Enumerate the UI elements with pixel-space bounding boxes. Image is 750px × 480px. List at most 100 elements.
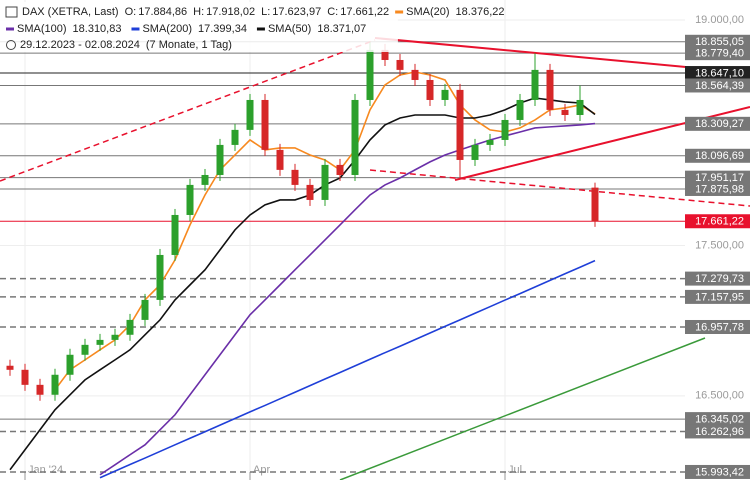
period: 29.12.2023 - 02.08.2024 [20,39,140,51]
candle-body [531,69,539,100]
level-label: 18.309,27 [695,118,744,130]
candle-body [456,89,464,160]
y-tick-label: 16.500,00 [695,390,744,402]
y-tick-label: 19.000,00 [695,14,744,26]
candle-body [126,319,134,335]
summary-name: C: [327,6,338,18]
level-label-box [685,464,750,479]
level-label-box [685,46,750,61]
candle-body [561,109,569,116]
y-tick-label: 17.500,00 [695,239,744,251]
level-label-box [685,319,750,334]
symbol-icon [5,6,18,18]
candle-body [516,99,524,120]
level-label-box [685,116,750,131]
sma-line [99,259,596,479]
level-label: 17.875,98 [695,183,744,195]
level-label: 18.564,39 [695,80,744,92]
grid: Jan '24 Apr Jul [0,0,685,480]
legend-name: SMA(100) [17,23,67,35]
candle-body [6,365,14,370]
legend-name: SMA(200) [142,23,192,35]
level-label: 16.345,02 [695,414,744,426]
level-label: 17.279,73 [695,273,744,285]
sma-line [54,71,596,391]
clock-icon [6,40,16,50]
candle-body [411,69,419,80]
level-label: 16.957,78 [695,321,744,333]
summary-value: 17.661,22 [340,6,389,18]
level-label: 18.855,05 [695,36,744,48]
candle-body [186,184,194,215]
level-label: 17.157,95 [695,291,744,303]
candle-body [351,99,359,175]
summary-value: 17.623,97 [272,6,321,18]
candle-body [336,164,344,175]
candle-body [261,99,269,150]
level-label: 15.993,42 [695,466,744,478]
candle-body [486,139,494,145]
candle-body [366,49,374,100]
candle-body [81,344,89,355]
candle-body [156,254,164,300]
legend-value: 17.399,34 [198,23,247,35]
legend-name: SMA(20) [406,6,449,18]
level-label-box [685,148,750,163]
level-label: 18.779,40 [695,48,744,60]
trend-line [339,337,706,480]
candle-body [276,149,284,170]
level-label-box [685,66,750,81]
legend-value: 18.310,83 [73,23,122,35]
candle-body [231,129,239,145]
candle-body [111,334,119,340]
candle-body [66,354,74,375]
candle-body [471,144,479,160]
x-tick-label: Apr [253,464,270,476]
x-tick-label: Jul [508,464,522,476]
summary-name: O: [125,6,137,18]
level-label-box [685,78,750,93]
level-label-box [685,412,750,427]
level-label-box [685,424,750,439]
candle-body [546,69,554,110]
summary-value: 17.918,02 [206,6,255,18]
candle-body [36,384,44,395]
level-label-box [685,214,750,229]
level-labels: 19.000,00 17.500,00 16.500,00 18.855,0518.7… [685,14,750,479]
candle-body [201,174,209,185]
level-label-box [685,289,750,304]
summary-name: L: [261,6,270,18]
trend-line [0,39,376,182]
candle-body [576,99,584,116]
level-label: 17.661,22 [695,216,744,228]
trend-line [369,169,750,207]
candle-body [171,214,179,255]
level-label: 17.951,17 [695,172,744,184]
candle-body [396,59,404,70]
sma-line [9,97,596,471]
summary-value: 17.884,86 [138,6,187,18]
candle-body [291,169,299,185]
sma-line [99,122,596,476]
candle-body [216,144,224,175]
candle-body [51,374,59,395]
candle-body [501,119,509,140]
x-tick-label: Jan '24 [28,464,63,476]
level-label: 18.647,10 [695,67,744,79]
legend-value: 18.376,22 [456,6,505,18]
candle-body [246,99,254,130]
header-bg [0,2,398,52]
candle-body [306,184,314,200]
level-label-box [685,271,750,286]
title: DAX (XETRA, Last) [22,6,119,18]
candle-body [441,89,449,100]
legend-name: SMA(50) [268,23,311,35]
header: DAX (XETRA, Last) O: 17.884,86 H: 17.918,02 L… [0,2,504,52]
candle-body [426,79,434,100]
candle-body [381,49,389,60]
period-note: (7 Monate, 1 Tag) [146,39,232,51]
candle-body [591,187,599,222]
candle-body [21,369,29,385]
legend-value: 18.371,07 [317,23,366,35]
